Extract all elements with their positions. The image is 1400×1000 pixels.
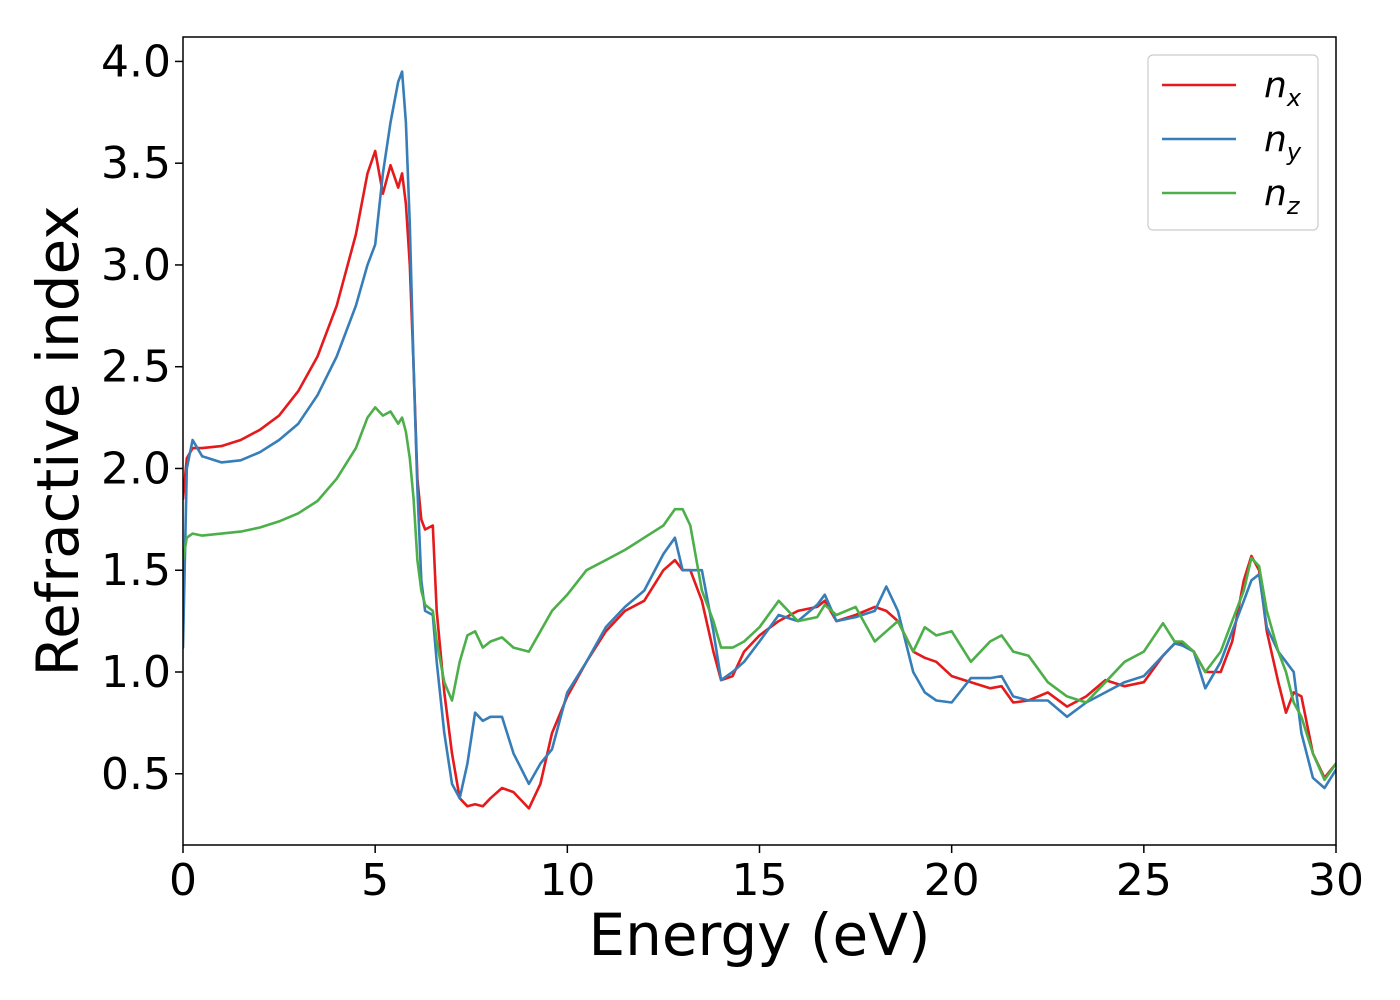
- legend-box: [1147, 54, 1319, 231]
- x-tick-label: 30: [1308, 855, 1364, 906]
- legend-label-nz: nz: [1264, 173, 1301, 220]
- x-tick-label: 0: [169, 855, 197, 906]
- y-tick-label: 1.5: [101, 545, 171, 596]
- y-tick-label: 2.5: [101, 342, 171, 393]
- series-line-nz: [183, 406, 1336, 782]
- y-axis-label: Refractive index: [24, 205, 92, 676]
- legend: nx ny nz: [1147, 54, 1319, 231]
- y-tick-label: 3.0: [101, 240, 171, 291]
- x-axis-label: Energy (eV): [588, 901, 930, 969]
- y-tick-label: 2.0: [101, 443, 171, 494]
- x-tick-label: 10: [539, 855, 595, 906]
- y-tick-label: 0.5: [101, 749, 171, 800]
- x-tick-label: 5: [361, 855, 389, 906]
- x-tick-label: 15: [732, 855, 788, 906]
- y-tick-label: 4.0: [101, 36, 171, 87]
- series-line-nx: [183, 149, 1336, 810]
- y-tick-label: 1.0: [101, 647, 171, 698]
- x-axis: 0 5 10 15 20 25 30: [169, 845, 1364, 906]
- legend-label-nx: nx: [1264, 65, 1302, 112]
- y-tick-label: 3.5: [101, 138, 171, 189]
- plot-lines: [183, 70, 1336, 810]
- x-tick-label: 25: [1116, 855, 1172, 906]
- y-axis: 0.5 1.0 1.5 2.0 2.5 3.0 3.5 4.0: [101, 36, 183, 800]
- series-line-ny: [183, 70, 1336, 800]
- x-tick-label: 20: [924, 855, 980, 906]
- legend-label-ny: ny: [1264, 119, 1302, 166]
